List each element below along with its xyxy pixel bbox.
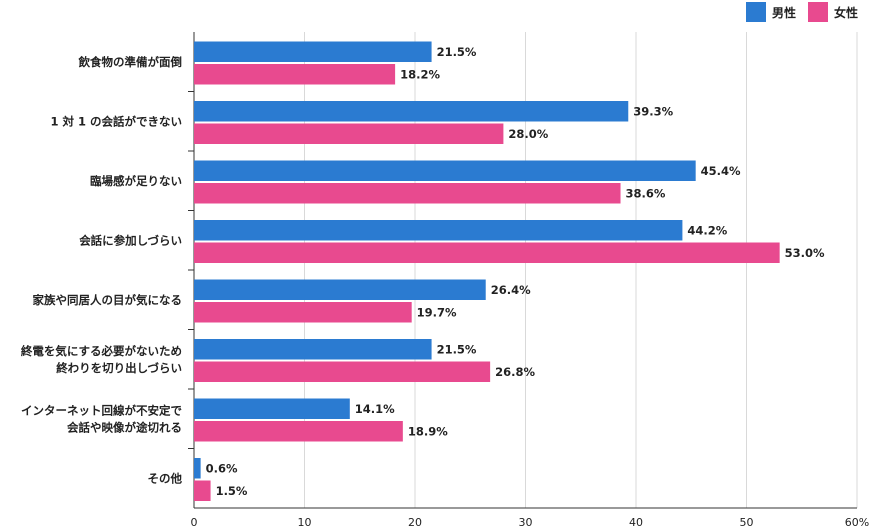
- x-tick-label: 30: [519, 516, 533, 529]
- category-label: インターネット回線が不安定で: [21, 403, 182, 417]
- data-label: 44.2%: [687, 223, 727, 237]
- data-label: 45.4%: [701, 164, 741, 178]
- bar-male: [194, 398, 350, 419]
- legend-label-male: 男性: [772, 5, 797, 20]
- bar-male: [194, 220, 683, 241]
- bar-female: [194, 183, 621, 204]
- bar-female: [194, 480, 211, 501]
- bar-male: [194, 101, 629, 122]
- bar-male: [194, 339, 432, 360]
- data-label: 21.5%: [437, 342, 477, 356]
- bar-male: [194, 279, 486, 300]
- bar-male: [194, 458, 201, 479]
- data-label: 38.6%: [626, 186, 666, 200]
- data-label: 1.5%: [216, 484, 248, 498]
- category-label: 飲食物の準備が面倒: [78, 55, 183, 69]
- x-tick-label: 0: [191, 516, 198, 529]
- data-label: 53.0%: [785, 246, 825, 260]
- legend: 男性: [746, 2, 796, 22]
- bar-female: [194, 302, 412, 323]
- bar-male: [194, 41, 432, 62]
- x-tick-label: 60%: [845, 516, 869, 529]
- legend-swatch-female: [808, 2, 828, 22]
- x-tick-label: 40: [629, 516, 643, 529]
- bar-female: [194, 64, 396, 85]
- x-tick-label: 50: [740, 516, 754, 529]
- category-label: その他: [148, 471, 183, 485]
- data-label: 21.5%: [437, 45, 477, 59]
- category-label: 1 対 1 の会話ができない: [50, 114, 182, 128]
- bar-male: [194, 160, 696, 181]
- category-label: 会話や映像が途切れる: [66, 420, 182, 434]
- data-label: 14.1%: [355, 402, 395, 416]
- x-tick-label: 20: [408, 516, 422, 529]
- category-label: 終電を気にする必要がないため: [21, 344, 182, 358]
- category-label: 会話に参加しづらい: [78, 233, 182, 247]
- data-label: 26.8%: [495, 365, 535, 379]
- category-label: 終わりを切り出しづらい: [56, 361, 182, 375]
- legend-female: 女性: [808, 2, 858, 22]
- data-label: 39.3%: [633, 104, 673, 118]
- bar-female: [194, 421, 403, 442]
- data-label: 26.4%: [491, 283, 531, 297]
- data-label: 28.0%: [508, 127, 548, 141]
- data-label: 18.9%: [408, 424, 448, 438]
- legend-label-female: 女性: [834, 5, 859, 20]
- category-label: 臨場感が足りない: [90, 174, 182, 188]
- data-label: 0.6%: [206, 461, 238, 475]
- data-label: 18.2%: [400, 67, 440, 81]
- bar-female: [194, 123, 504, 144]
- bar-female: [194, 242, 780, 263]
- x-tick-label: 10: [298, 516, 312, 529]
- legend-swatch-male: [746, 2, 766, 22]
- bar-female: [194, 361, 491, 382]
- category-label: 家族や同居人の目が気になる: [33, 293, 183, 307]
- data-label: 19.7%: [417, 305, 457, 319]
